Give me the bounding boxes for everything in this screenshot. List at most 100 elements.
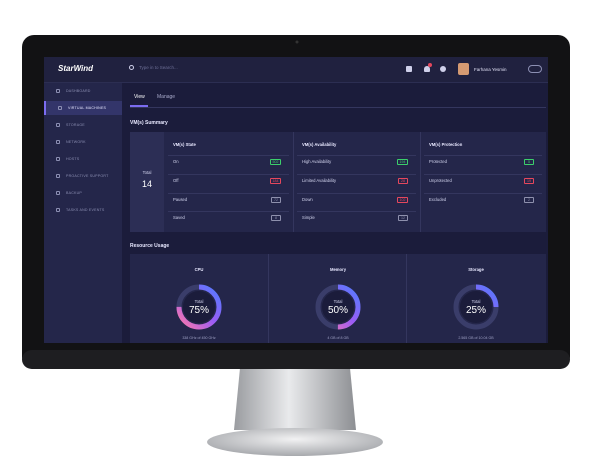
resource-caption: 2.565 GB of 10.04 GB bbox=[458, 336, 494, 340]
row-label: Limited Availability bbox=[302, 178, 337, 183]
count-badge: 2 bbox=[524, 196, 534, 203]
logo: StarWind bbox=[58, 64, 94, 73]
row-divider bbox=[297, 174, 416, 175]
card-divider bbox=[406, 254, 407, 343]
notification-dot bbox=[428, 63, 432, 67]
gauge-inner bbox=[183, 291, 215, 323]
nav-label: BACKUP bbox=[66, 191, 82, 195]
gauge-percent: 75% bbox=[188, 305, 209, 316]
gauge-arc bbox=[176, 284, 222, 330]
nav-label: STORAGE bbox=[66, 123, 85, 127]
row-label: Off bbox=[173, 178, 179, 183]
bezel-chin bbox=[22, 350, 570, 369]
row-label: Unprotected bbox=[429, 178, 452, 183]
row-divider bbox=[168, 174, 289, 175]
tab[interactable]: Manage bbox=[157, 94, 176, 100]
column-title: VM(s) State bbox=[173, 142, 196, 147]
gauge-inner bbox=[322, 291, 354, 323]
count-badge: 5 bbox=[524, 158, 534, 165]
nav-icon bbox=[56, 191, 60, 195]
nav-item[interactable]: PROACTIVE SUPPORT bbox=[44, 169, 122, 183]
settings[interactable] bbox=[440, 66, 446, 72]
gauge-percent: 50% bbox=[327, 305, 348, 316]
resource-caption: 4 GB of 8 GB bbox=[327, 336, 349, 340]
nav-icon bbox=[56, 174, 60, 178]
total-value: 14 bbox=[141, 179, 152, 189]
nav-icon bbox=[56, 123, 60, 127]
row-label: Saved bbox=[173, 215, 185, 220]
nav-item[interactable]: STORAGE bbox=[44, 118, 122, 132]
row-label: Paused bbox=[173, 197, 188, 202]
camera bbox=[295, 40, 299, 44]
nav-item[interactable]: BACKUP bbox=[44, 186, 122, 200]
count-badge: 502 bbox=[270, 158, 281, 165]
gauge-total-label: Total bbox=[194, 299, 204, 304]
gauge-total-label: Total bbox=[333, 299, 343, 304]
icon-button[interactable] bbox=[406, 66, 412, 72]
theme-toggle[interactable] bbox=[528, 65, 542, 73]
row-label: Protected bbox=[429, 159, 447, 164]
main: VM(s) Summary Total 14 Resource Usage Vi… bbox=[44, 57, 548, 343]
row-divider bbox=[297, 155, 416, 156]
top-bar: StarWind Type in to Search... Farhana Ye… bbox=[44, 57, 548, 83]
gauge-percent: 25% bbox=[465, 305, 486, 316]
row-label: High Availability bbox=[302, 159, 332, 164]
gauge-arc bbox=[453, 284, 499, 330]
search-input[interactable]: Type in to Search... bbox=[139, 65, 178, 70]
count-badge: 8 bbox=[271, 214, 281, 221]
search-icon[interactable] bbox=[129, 65, 134, 70]
nav-item[interactable]: HOSTS bbox=[44, 152, 122, 166]
column-divider bbox=[420, 132, 421, 232]
gauge bbox=[176, 284, 222, 330]
gauge-inner bbox=[460, 291, 492, 323]
gauge-arc bbox=[315, 284, 361, 330]
nav-icon bbox=[56, 89, 60, 93]
nav-icon bbox=[56, 157, 60, 161]
column-divider bbox=[293, 132, 294, 232]
resource-name: CPU bbox=[194, 267, 204, 272]
count-badge: 28 bbox=[398, 177, 408, 184]
nav-item[interactable]: DASHBOARD bbox=[44, 84, 122, 98]
nav-icon bbox=[56, 208, 60, 212]
gauge bbox=[453, 284, 499, 330]
count-badge: 12 bbox=[398, 214, 408, 221]
section-title: Resource Usage bbox=[130, 243, 170, 249]
row-divider bbox=[168, 155, 289, 156]
row-label: Simple bbox=[302, 215, 315, 220]
count-badge: 102 bbox=[397, 196, 408, 203]
user-name[interactable]: Farhana Yesmin bbox=[474, 67, 507, 72]
nav-item[interactable]: TASKS AND EVENTS bbox=[44, 203, 122, 217]
row-divider bbox=[168, 193, 289, 194]
nav-item[interactable]: NETWORK bbox=[44, 135, 122, 149]
row-divider bbox=[297, 193, 416, 194]
card-divider bbox=[268, 254, 269, 343]
tab[interactable]: View bbox=[134, 94, 145, 100]
nav-label: HOSTS bbox=[66, 157, 80, 161]
resource-caption: 338 GHz of 450 GHz bbox=[182, 336, 216, 340]
row-divider bbox=[424, 193, 542, 194]
sidebar: DASHBOARD VIRTUAL MACHINES STORAGE NETWORK H… bbox=[44, 83, 122, 343]
row-divider bbox=[168, 211, 289, 212]
nav-icon bbox=[56, 140, 60, 144]
count-badge: 19 bbox=[524, 177, 534, 184]
nav-label: DASHBOARD bbox=[66, 89, 91, 93]
total-label: Total bbox=[142, 170, 152, 175]
row-divider bbox=[424, 155, 542, 156]
row-divider bbox=[297, 211, 416, 212]
row-label: On bbox=[173, 159, 179, 164]
gauge bbox=[315, 284, 361, 330]
avatar[interactable] bbox=[458, 63, 469, 75]
nav-label: PROACTIVE SUPPORT bbox=[66, 174, 109, 178]
screen: StarWind Type in to Search... Farhana Ye… bbox=[44, 57, 548, 343]
row-divider bbox=[424, 174, 542, 175]
nav-item[interactable]: VIRTUAL MACHINES bbox=[44, 101, 122, 115]
resource-name: Storage bbox=[468, 267, 484, 272]
section-title: VM(s) Summary bbox=[130, 120, 168, 126]
stand-neck bbox=[234, 368, 356, 430]
notifications[interactable] bbox=[424, 66, 430, 72]
nav-label: NETWORK bbox=[66, 140, 86, 144]
row-label: Down bbox=[302, 197, 313, 202]
column-title: VM(s) Availability bbox=[302, 142, 337, 147]
row-label: Excluded bbox=[429, 197, 447, 202]
